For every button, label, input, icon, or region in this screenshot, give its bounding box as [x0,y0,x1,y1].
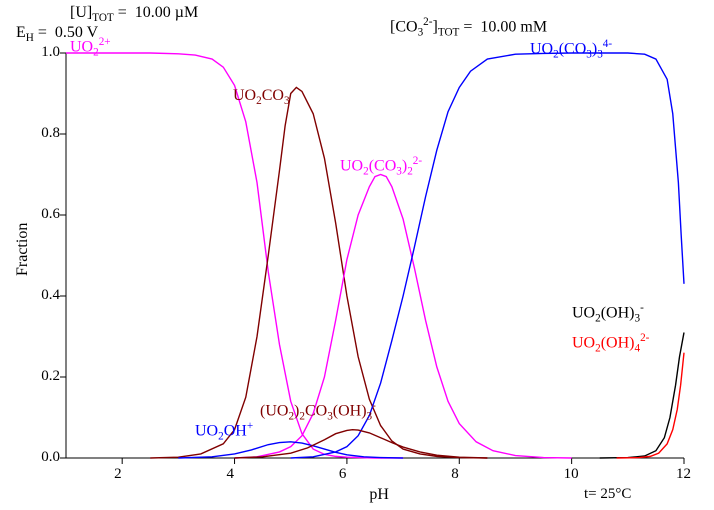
label-UO22CO3OH3m: (UO2)2CO3(OH)3- [260,400,376,423]
x-tick-label: 8 [451,466,459,483]
label-UO2CO32m: UO2(CO3)22- [340,155,422,178]
curve-UO2CO33_4m [291,53,684,458]
x-tick-label: 2 [114,466,122,483]
y-tick-label: 1.0 [30,44,60,61]
x-tick-label: 4 [227,466,235,483]
plot-svg [0,0,714,510]
x-tick-label: 12 [676,466,691,483]
header-U-tot: [U]TOT = 10.00 µM [70,4,198,24]
x-axis-title: pH [369,486,389,504]
y-tick-label: 0.0 [30,449,60,466]
y-tick-label: 0.4 [30,287,60,304]
curve-UO2OHp [178,442,403,458]
header-EH: EH = 0.50 V [16,24,98,44]
label-UO2OH3m: UO2(OH)3- [572,302,644,325]
y-axis-title: Fraction [14,222,32,275]
curve-UO22p [66,53,403,458]
label-UO2CO33_4m: UO2(CO3)34- [530,38,612,61]
label-UO2OH4_2m: UO2(OH)42- [572,332,649,355]
x-tick-label: 10 [564,466,579,483]
temperature-label: t= 25°C [584,486,631,503]
label-UO2CO3: UO2CO3 [233,87,290,107]
speciation-chart: 246810120.00.20.40.60.81.0pHFractionUO22… [0,0,714,510]
header-CO3-tot: [CO32-]TOT = 10.00 mM [390,16,547,39]
x-tick-label: 6 [339,466,347,483]
y-tick-label: 0.6 [30,206,60,223]
y-tick-label: 0.2 [30,368,60,385]
y-tick-label: 0.8 [30,125,60,142]
curve-UO2OH4_2m [617,353,684,458]
label-UO2OHp: UO2OH+ [195,420,253,443]
